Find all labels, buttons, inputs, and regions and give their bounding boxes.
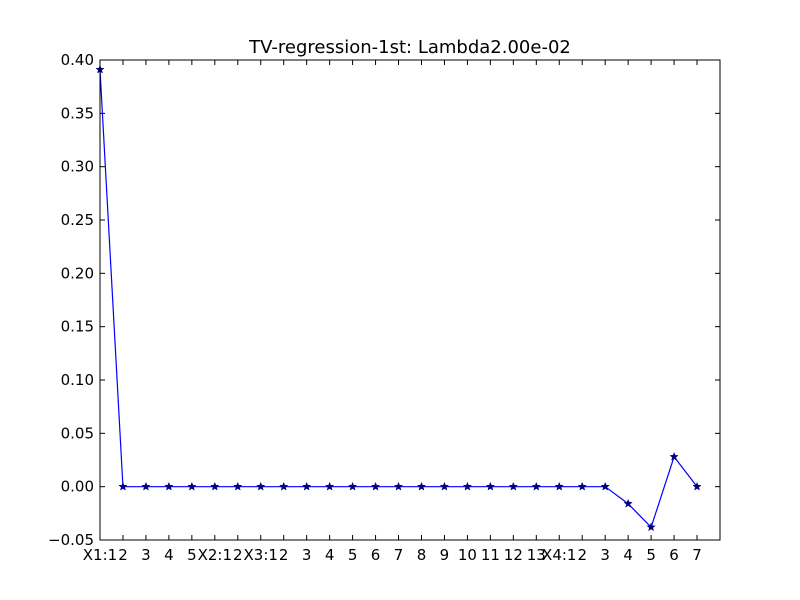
data-point-marker bbox=[256, 481, 266, 491]
y-tick-label: 0.25 bbox=[61, 211, 94, 229]
x-tick-label: 5 bbox=[646, 546, 656, 564]
x-tick-label: 2 bbox=[279, 546, 289, 564]
x-tick-label: X4:1 bbox=[542, 546, 576, 564]
y-tick-label: 0.15 bbox=[61, 318, 94, 336]
x-tick-label: 2 bbox=[233, 546, 243, 564]
x-tick-label: 12 bbox=[504, 546, 523, 564]
data-point-marker bbox=[118, 481, 128, 491]
x-tick-label: 5 bbox=[187, 546, 197, 564]
data-point-marker bbox=[324, 481, 335, 491]
x-tick-label: X2:1 bbox=[198, 546, 232, 564]
data-point-marker bbox=[600, 481, 610, 491]
x-tick-label: 3 bbox=[600, 546, 610, 564]
x-tick-label: X1:1 bbox=[83, 546, 117, 564]
x-tick-label: 13 bbox=[527, 546, 546, 564]
data-point-marker bbox=[692, 481, 702, 491]
chart-title: TV-regression-1st: Lambda2.00e-02 bbox=[248, 37, 571, 58]
y-tick-label: 0.40 bbox=[61, 51, 94, 69]
y-tick-label: 0.05 bbox=[61, 424, 94, 442]
y-tick-label: 0.00 bbox=[61, 478, 94, 496]
y-tick-label: −0.05 bbox=[48, 531, 94, 549]
data-point-marker bbox=[233, 481, 243, 491]
x-tick-label: 4 bbox=[164, 546, 174, 564]
data-point-marker bbox=[462, 481, 473, 491]
data-point-marker bbox=[439, 481, 450, 491]
x-tick-label: 6 bbox=[371, 546, 381, 564]
data-point-marker bbox=[623, 498, 633, 508]
data-point-marker bbox=[210, 481, 220, 491]
data-point-marker bbox=[485, 481, 496, 491]
x-tick-label: 4 bbox=[623, 546, 633, 564]
axes-frame bbox=[99, 59, 721, 541]
data-point-marker bbox=[646, 522, 656, 532]
data-point-marker bbox=[187, 481, 197, 491]
data-point-marker bbox=[416, 481, 427, 491]
x-tick-label: 10 bbox=[458, 546, 477, 564]
data-point-marker bbox=[393, 481, 404, 491]
plot-area: −0.05 0.00 0.05 0.10 0.15 0.20 0.25 0.30 0.35 0.4… bbox=[48, 51, 721, 564]
x-tick-label: 4 bbox=[325, 546, 335, 564]
x-tick-label: 3 bbox=[302, 546, 312, 564]
data-point-marker bbox=[508, 481, 518, 491]
data-point-marker bbox=[554, 481, 564, 491]
x-tick-label: 3 bbox=[141, 546, 151, 564]
x-tick-label: 8 bbox=[417, 546, 427, 564]
x-tick-label: 2 bbox=[577, 546, 587, 564]
data-point-marker bbox=[279, 481, 289, 491]
y-tick-label: 0.10 bbox=[61, 371, 94, 389]
x-tick-label: X3:1 bbox=[244, 546, 278, 564]
x-tick-label: 7 bbox=[394, 546, 404, 564]
data-point-marker bbox=[302, 481, 312, 491]
data-point-marker bbox=[164, 481, 174, 491]
x-tick-label: 5 bbox=[348, 546, 358, 564]
data-point-marker bbox=[141, 481, 151, 491]
data-point-marker bbox=[370, 481, 381, 491]
x-tick-label: 9 bbox=[440, 546, 450, 564]
x-tick-label: 6 bbox=[669, 546, 679, 564]
x-tick-label: 11 bbox=[481, 546, 500, 564]
data-point-marker bbox=[531, 481, 541, 491]
y-tick-label: 0.35 bbox=[61, 104, 94, 122]
x-tick-label: 2 bbox=[118, 546, 128, 564]
data-point-marker bbox=[577, 481, 587, 491]
y-tick-label: 0.20 bbox=[61, 264, 94, 282]
x-tick-label: 7 bbox=[692, 546, 702, 564]
data-point-marker bbox=[669, 451, 679, 461]
data-point-marker bbox=[347, 481, 358, 491]
y-tick-label: 0.30 bbox=[61, 158, 94, 176]
